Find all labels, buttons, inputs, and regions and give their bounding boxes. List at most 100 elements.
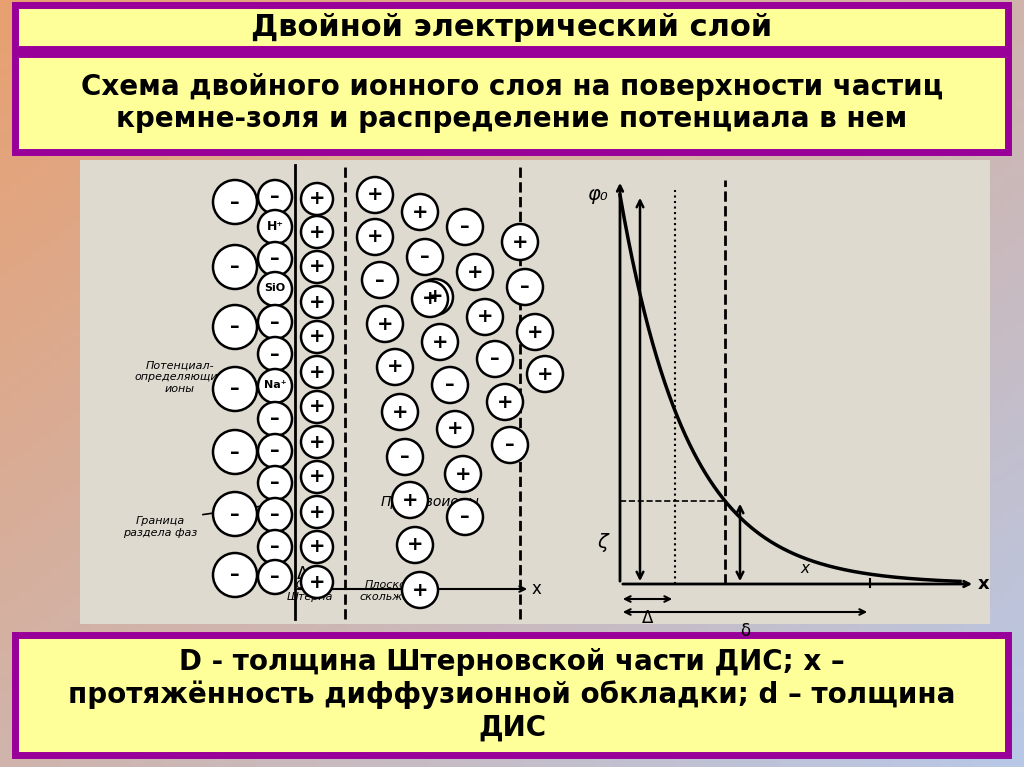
Circle shape	[258, 242, 292, 276]
Circle shape	[301, 251, 333, 283]
Circle shape	[357, 219, 393, 255]
Circle shape	[422, 324, 458, 360]
Circle shape	[258, 466, 292, 500]
Text: H⁺: H⁺	[266, 219, 284, 232]
Text: Na⁺: Na⁺	[264, 380, 287, 390]
Text: +: +	[309, 222, 326, 242]
Circle shape	[213, 553, 257, 597]
Text: +: +	[309, 538, 326, 557]
Text: +: +	[427, 288, 443, 307]
Text: Плоскость
скольжения: Плоскость скольжения	[359, 581, 431, 602]
Circle shape	[437, 411, 473, 447]
Circle shape	[301, 183, 333, 215]
Text: –: –	[230, 505, 240, 524]
Text: –: –	[490, 350, 500, 368]
Text: +: +	[446, 420, 463, 439]
Text: +: +	[309, 433, 326, 452]
Text: +: +	[412, 202, 428, 222]
Text: –: –	[270, 187, 280, 206]
Text: Двойной электрический слой: Двойной электрический слой	[251, 12, 773, 41]
Circle shape	[367, 306, 403, 342]
Circle shape	[301, 496, 333, 528]
Text: +: +	[392, 403, 409, 422]
Text: –: –	[270, 312, 280, 331]
Circle shape	[445, 456, 481, 492]
Text: Противоионы: Противоионы	[381, 495, 479, 509]
Circle shape	[432, 367, 468, 403]
Text: +: +	[367, 186, 383, 205]
Circle shape	[301, 566, 333, 598]
Text: +: +	[526, 322, 544, 341]
Circle shape	[258, 180, 292, 214]
Circle shape	[301, 356, 333, 388]
Text: +: +	[512, 232, 528, 252]
Circle shape	[301, 286, 333, 318]
Circle shape	[258, 498, 292, 532]
Text: –: –	[270, 505, 280, 525]
Text: +: +	[309, 572, 326, 591]
Text: +: +	[467, 262, 483, 281]
Text: –: –	[505, 436, 515, 455]
Circle shape	[382, 394, 418, 430]
Circle shape	[213, 367, 257, 411]
Circle shape	[258, 434, 292, 468]
Circle shape	[258, 210, 292, 244]
Text: –: –	[270, 442, 280, 460]
Circle shape	[392, 482, 428, 518]
Circle shape	[387, 439, 423, 475]
Circle shape	[258, 305, 292, 339]
Text: +: +	[309, 258, 326, 276]
Text: D - толщина Штерновской части ДИС; х –
протяжённость диффузионной обкладки; d – : D - толщина Штерновской части ДИС; х – п…	[69, 648, 955, 742]
Text: φ₀: φ₀	[587, 186, 608, 205]
Text: +: +	[412, 581, 428, 600]
Circle shape	[213, 180, 257, 224]
Circle shape	[502, 224, 538, 260]
Circle shape	[467, 299, 503, 335]
Text: +: +	[367, 228, 383, 246]
Text: –: –	[460, 508, 470, 526]
Circle shape	[213, 430, 257, 474]
Text: –: –	[420, 248, 430, 266]
Text: –: –	[230, 258, 240, 276]
Circle shape	[447, 499, 483, 535]
Text: –: –	[460, 218, 470, 236]
FancyBboxPatch shape	[80, 160, 990, 624]
Circle shape	[258, 560, 292, 594]
Circle shape	[258, 369, 292, 403]
Text: x: x	[978, 575, 989, 593]
Circle shape	[377, 349, 413, 385]
Text: Δ: Δ	[297, 565, 308, 583]
Text: Потенциал-
определяющие
ионы: Потенциал- определяющие ионы	[135, 360, 225, 393]
FancyBboxPatch shape	[15, 54, 1008, 152]
Text: –: –	[400, 447, 410, 466]
Circle shape	[258, 530, 292, 564]
Text: –: –	[230, 443, 240, 462]
Text: –: –	[270, 568, 280, 587]
Text: δ: δ	[740, 622, 750, 640]
Circle shape	[213, 305, 257, 349]
Text: x: x	[801, 561, 810, 576]
Text: Слой
Штерна: Слой Штерна	[287, 581, 333, 602]
Text: –: –	[230, 380, 240, 399]
Text: +: +	[309, 397, 326, 416]
Text: –: –	[230, 193, 240, 212]
Text: +: +	[401, 491, 418, 509]
Text: ζ: ζ	[597, 533, 608, 552]
Text: –: –	[270, 473, 280, 492]
Circle shape	[258, 337, 292, 371]
Circle shape	[213, 245, 257, 289]
Circle shape	[301, 426, 333, 458]
Text: +: +	[309, 502, 326, 522]
Circle shape	[407, 239, 443, 275]
Text: Граница
раздела фаз: Граница раздела фаз	[123, 516, 198, 538]
Circle shape	[402, 194, 438, 230]
Circle shape	[477, 341, 513, 377]
Circle shape	[417, 279, 453, 315]
Text: –: –	[230, 565, 240, 584]
Text: +: +	[309, 292, 326, 311]
Text: –: –	[270, 410, 280, 429]
Text: +: +	[309, 363, 326, 381]
Circle shape	[258, 272, 292, 306]
Circle shape	[457, 254, 493, 290]
Text: –: –	[270, 344, 280, 364]
